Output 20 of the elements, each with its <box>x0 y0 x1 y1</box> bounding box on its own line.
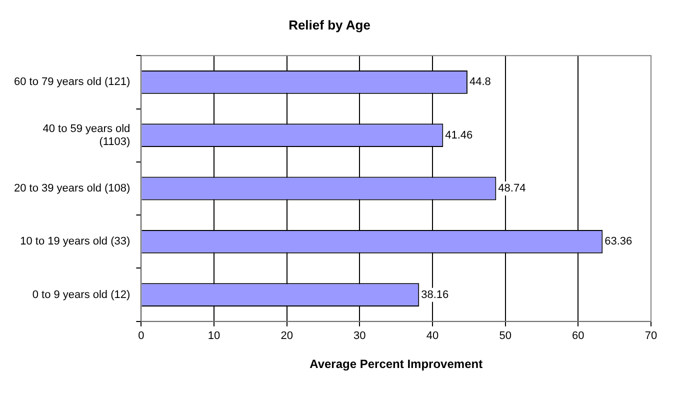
chart-title: Relief by Age <box>288 17 370 32</box>
x-tick-label: 50 <box>499 330 512 342</box>
x-tick-label: 10 <box>208 330 220 342</box>
x-tick-label: 30 <box>354 330 366 342</box>
x-tick-label: 40 <box>426 330 439 342</box>
x-tick-label: 20 <box>280 330 293 342</box>
y-tick-label: 10 to 19 years old (33) <box>20 236 130 248</box>
y-tick-label: 20 to 39 years old (108) <box>14 182 130 195</box>
x-tick-label: 0 <box>138 330 144 342</box>
x-tick-label: 60 <box>572 330 584 342</box>
x-axis-title: Average Percent Improvement <box>310 357 483 372</box>
y-tick-label: 60 to 79 years old (121) <box>14 76 130 88</box>
data-label: 38.16 <box>421 288 449 301</box>
data-label: 63.36 <box>604 236 632 248</box>
y-tick-label: 0 to 9 years old (12) <box>32 288 130 301</box>
x-tick-label: 70 <box>644 330 658 342</box>
data-label: 44.8 <box>469 76 491 88</box>
data-label: 48.74 <box>498 182 526 195</box>
y-tick-label: 40 to 59 years old (1103) <box>42 122 130 148</box>
data-label: 41.46 <box>445 129 473 142</box>
